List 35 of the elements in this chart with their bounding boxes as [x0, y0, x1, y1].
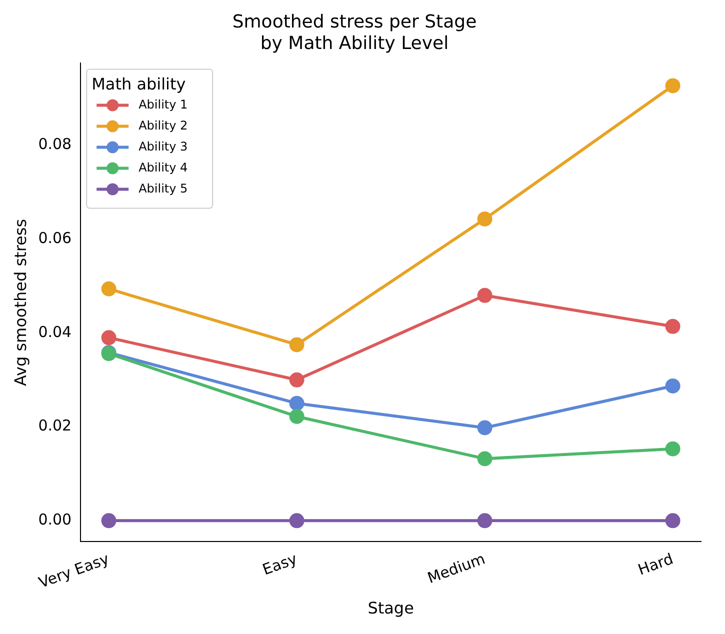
point [477, 451, 492, 466]
point [289, 337, 304, 352]
y-axis-title: Avg smoothed stress [10, 218, 30, 386]
point [477, 288, 492, 303]
y-tick-label: 0.08 [38, 135, 72, 154]
point [289, 408, 304, 424]
legend-label: Ability 1 [138, 97, 188, 112]
point [101, 330, 116, 346]
y-tick-label: 0.04 [38, 322, 72, 341]
point [289, 372, 304, 388]
x-tick-label: Very Easy [36, 550, 112, 592]
y-tick-label: 0.00 [38, 510, 72, 529]
x-axis-title: Stage [368, 598, 414, 618]
point [101, 281, 116, 296]
point [477, 513, 492, 528]
legend-label: Ability 2 [138, 118, 188, 132]
y-tick-label: 0.06 [38, 229, 72, 248]
x-tick-label: Hard [636, 550, 676, 579]
point [477, 420, 492, 436]
legend-label: Ability 3 [138, 139, 188, 154]
point [665, 513, 680, 528]
y-tick-label: 0.02 [38, 416, 72, 435]
point [289, 396, 304, 411]
point [665, 441, 680, 456]
point [665, 378, 680, 394]
x-tick-label: Easy [260, 550, 300, 579]
point [665, 318, 680, 334]
point [665, 78, 680, 94]
legend-label: Ability 5 [138, 181, 188, 196]
point [101, 513, 116, 528]
legend-label: Ability 4 [138, 160, 188, 174]
point [477, 211, 492, 226]
point [289, 513, 304, 528]
legend-title: Math ability [92, 74, 186, 94]
chart-title: Smoothed stress per Stage by Math Ability Level [232, 11, 477, 54]
